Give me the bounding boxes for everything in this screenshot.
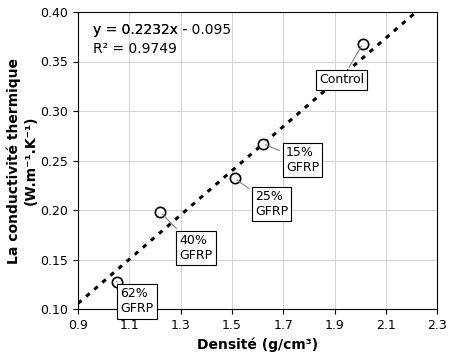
Text: 25%
GFRP: 25% GFRP bbox=[237, 180, 288, 218]
X-axis label: Densité (g/cm³): Densité (g/cm³) bbox=[197, 337, 318, 352]
Point bbox=[231, 176, 238, 181]
Text: y = 0.2232x - 0.095: y = 0.2232x - 0.095 bbox=[94, 23, 232, 37]
Text: y = 0.2232x -: y = 0.2232x - bbox=[94, 23, 192, 37]
Point bbox=[359, 41, 366, 47]
Point bbox=[157, 209, 164, 215]
Text: 62%
GFRP: 62% GFRP bbox=[117, 281, 153, 316]
Text: 15%
GFRP: 15% GFRP bbox=[265, 145, 319, 174]
Text: 40%
GFRP: 40% GFRP bbox=[162, 214, 212, 262]
Y-axis label: La conductivité thermique
(W.m⁻¹.K⁻¹): La conductivité thermique (W.m⁻¹.K⁻¹) bbox=[7, 57, 38, 264]
Point bbox=[113, 279, 120, 284]
Point bbox=[259, 141, 266, 146]
Text: Control: Control bbox=[319, 46, 364, 87]
Text: R² = 0.9749: R² = 0.9749 bbox=[94, 42, 178, 56]
